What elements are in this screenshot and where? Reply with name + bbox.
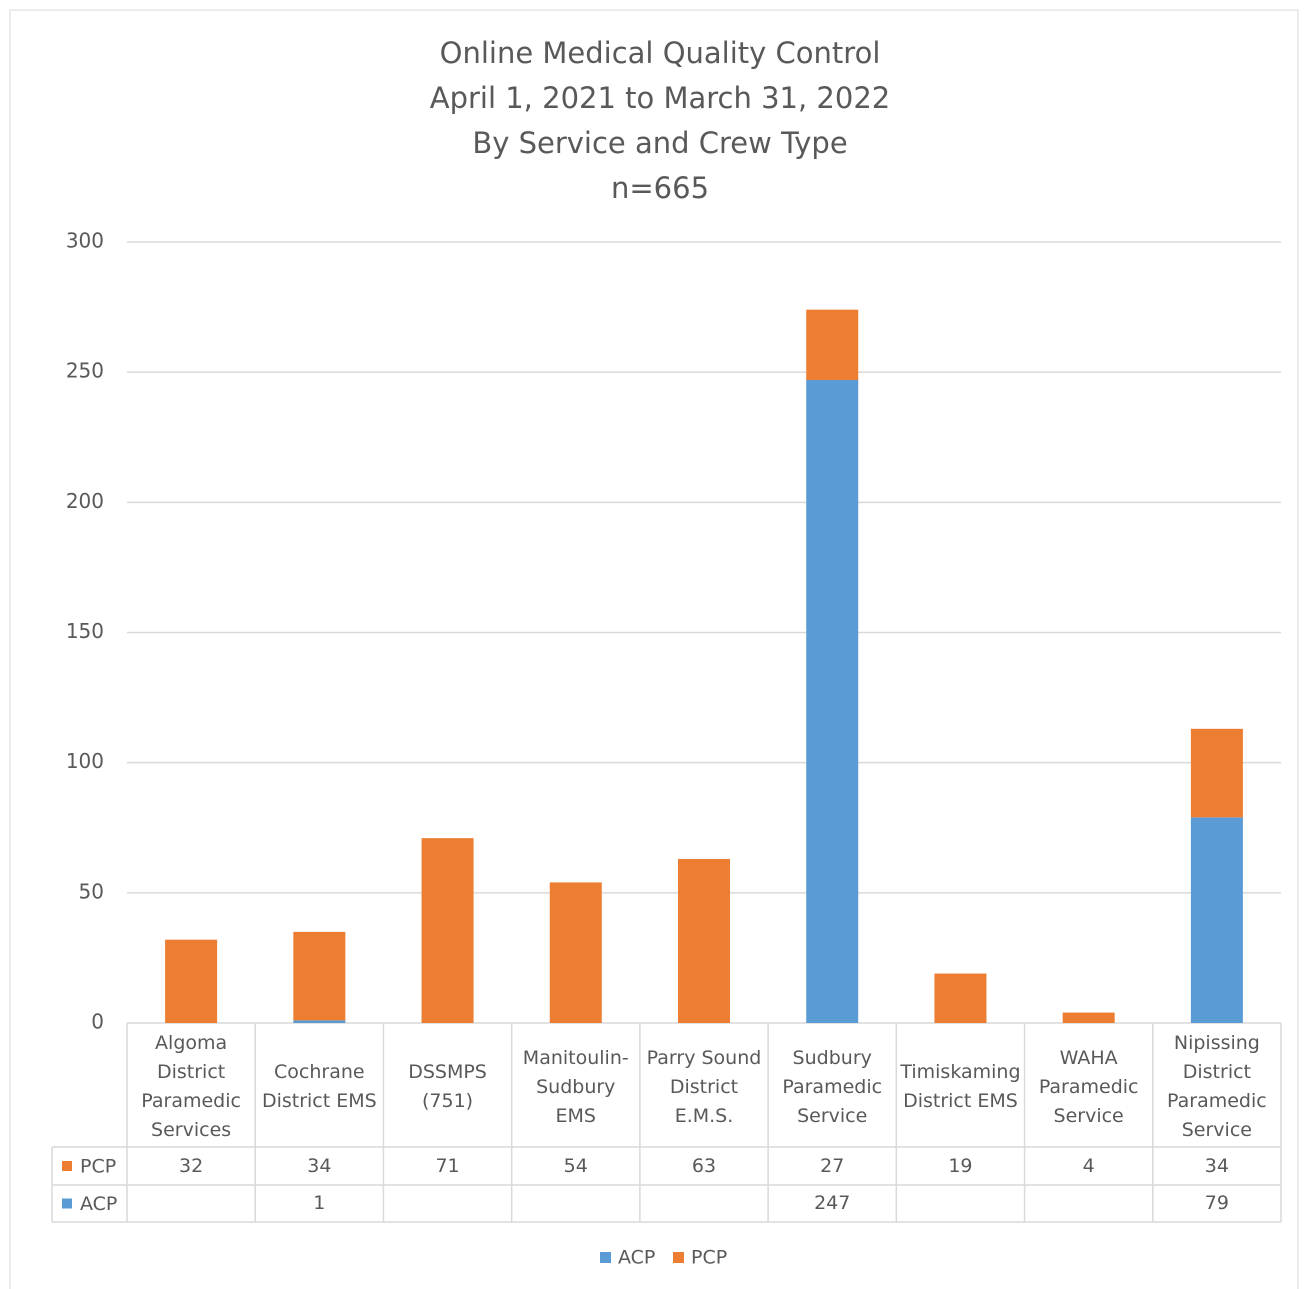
y-tick-label: 200: [66, 489, 104, 513]
bar-segment: [549, 882, 602, 1023]
table-series-name: PCP: [80, 1156, 116, 1178]
category-label: WAHA Paramedic Service: [1038, 1046, 1139, 1127]
table-value: 247: [814, 1192, 851, 1214]
table-value: 32: [179, 1154, 204, 1177]
bar-segment: [293, 931, 346, 1021]
y-tick-label: 50: [79, 879, 104, 903]
table-legend-key: [62, 1198, 72, 1209]
category-label: Algoma District Paramedic Services: [141, 1032, 241, 1141]
category-label: Sudbury Paramedic Service: [782, 1046, 883, 1127]
legend-key: [600, 1252, 611, 1263]
chart-frame: [9, 9, 1299, 1289]
bar-segment: [165, 939, 218, 1023]
category-label: Nipissing District Paramedic Service: [1167, 1032, 1267, 1141]
table-value: 34: [1204, 1154, 1229, 1177]
chart-title: April 1, 2021 to March 31, 2022: [430, 81, 891, 115]
table-value: 79: [1204, 1192, 1229, 1214]
y-tick-label: 100: [66, 749, 104, 773]
category-label: Manitoulin-Sudbury EMS: [522, 1046, 629, 1127]
chart-title: Online Medical Quality Control: [440, 36, 881, 70]
category-label: DSSMPS (751): [408, 1061, 487, 1112]
table-value: 19: [948, 1154, 973, 1177]
legend-label: PCP: [691, 1247, 727, 1269]
table-value: 1: [313, 1192, 326, 1214]
bar-segment: [806, 309, 859, 380]
y-tick-label: 150: [66, 619, 104, 643]
table-value: 34: [307, 1154, 332, 1177]
table-value: 54: [563, 1154, 588, 1177]
bar-segment: [678, 858, 730, 1023]
y-tick-label: 250: [66, 359, 104, 383]
bar-segment: [1190, 728, 1243, 818]
table-value: 27: [820, 1154, 845, 1177]
table-value: 63: [691, 1154, 717, 1177]
table-value: 4: [1082, 1154, 1095, 1177]
legend-key: [673, 1252, 684, 1263]
table-series-name: ACP: [80, 1193, 117, 1215]
bar-segment: [293, 1020, 346, 1023]
bar-segment: [806, 379, 859, 1023]
y-tick-label: 0: [91, 1010, 104, 1034]
bar-segment: [421, 838, 474, 1023]
chart-title: By Service and Crew Type: [472, 126, 847, 160]
category-label: Parry Sound District E.M.S.: [646, 1046, 762, 1127]
bar-segment: [1062, 1012, 1115, 1023]
chart-title: n=665: [611, 171, 709, 205]
category-label: Timiskaming District EMS: [900, 1061, 1021, 1112]
category-label: Cochrane District EMS: [261, 1061, 377, 1112]
bar-segment: [934, 973, 987, 1023]
y-tick-label: 300: [66, 229, 104, 253]
table-value: 71: [435, 1154, 460, 1177]
bar-segment: [1190, 817, 1243, 1023]
legend-label: ACP: [618, 1247, 655, 1269]
table-legend-key: [62, 1161, 72, 1171]
